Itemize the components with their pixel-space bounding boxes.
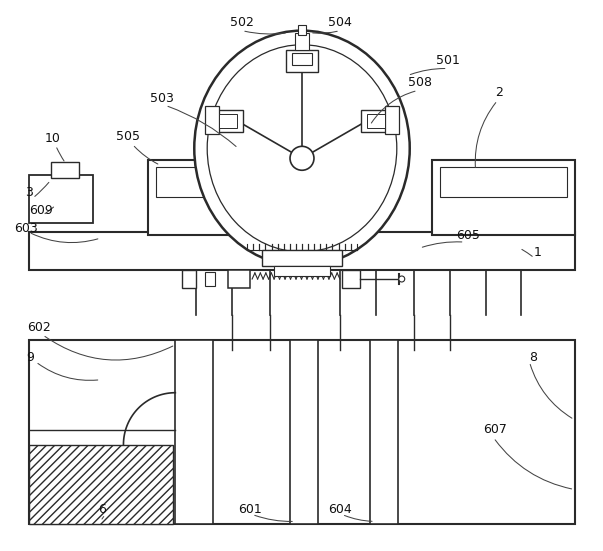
- Ellipse shape: [207, 45, 397, 252]
- Text: 603: 603: [14, 222, 37, 235]
- Text: 9: 9: [27, 352, 34, 364]
- Bar: [29, 340, 575, 525]
- Ellipse shape: [194, 31, 409, 266]
- Text: 605: 605: [456, 229, 479, 241]
- Text: 8: 8: [529, 352, 537, 364]
- Text: 609: 609: [29, 204, 52, 217]
- Text: 503: 503: [150, 92, 174, 105]
- Circle shape: [399, 276, 405, 282]
- Text: 508: 508: [408, 76, 432, 89]
- Bar: [29, 175, 92, 223]
- Text: 6: 6: [98, 503, 107, 516]
- Bar: [156, 168, 308, 197]
- Text: 501: 501: [436, 54, 459, 67]
- Bar: [29, 445, 173, 525]
- Text: 601: 601: [238, 503, 262, 516]
- Bar: [206, 106, 219, 134]
- Bar: [215, 110, 243, 132]
- Text: 3: 3: [25, 186, 33, 199]
- Bar: [228, 270, 250, 288]
- Bar: [148, 160, 316, 235]
- Bar: [286, 50, 318, 72]
- Bar: [51, 163, 78, 178]
- Text: 505: 505: [116, 130, 140, 143]
- Bar: [295, 33, 309, 50]
- Circle shape: [290, 147, 314, 170]
- Bar: [274, 266, 330, 276]
- Bar: [262, 250, 342, 266]
- Text: 504: 504: [328, 16, 352, 29]
- Text: 607: 607: [484, 423, 508, 436]
- Bar: [440, 168, 567, 197]
- Bar: [292, 53, 312, 64]
- Text: 1: 1: [534, 246, 541, 258]
- Text: 602: 602: [27, 321, 51, 334]
- Bar: [370, 340, 398, 525]
- Bar: [219, 115, 237, 128]
- Text: 2: 2: [496, 86, 504, 99]
- Bar: [298, 25, 306, 35]
- Bar: [29, 232, 575, 270]
- Text: 502: 502: [230, 16, 254, 29]
- Bar: [432, 160, 575, 235]
- Bar: [290, 340, 318, 525]
- Bar: [385, 106, 399, 134]
- Bar: [205, 272, 215, 286]
- Bar: [361, 110, 389, 132]
- Text: 10: 10: [45, 132, 60, 145]
- Bar: [342, 270, 360, 288]
- Text: 604: 604: [328, 503, 352, 516]
- Bar: [367, 115, 385, 128]
- Bar: [182, 270, 196, 288]
- Bar: [175, 340, 213, 525]
